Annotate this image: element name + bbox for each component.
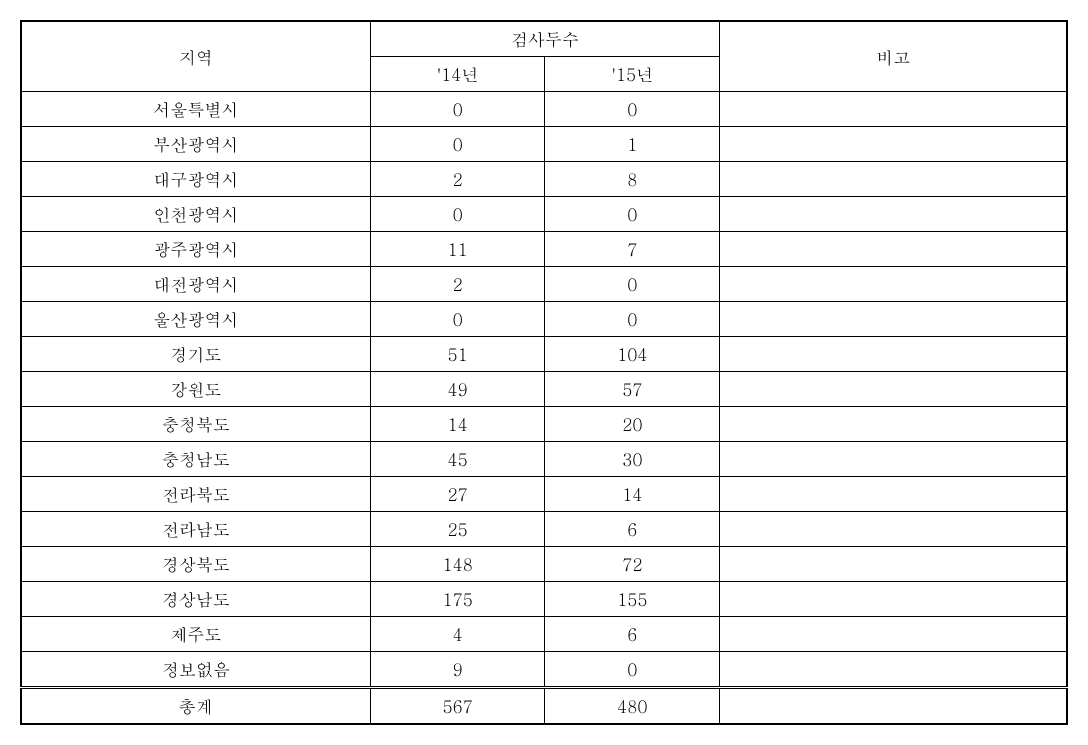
cell-region: 울산광역시 xyxy=(21,302,370,337)
cell-region: 대전광역시 xyxy=(21,267,370,302)
cell-total-year14: 567 xyxy=(370,688,545,725)
cell-year14: 0 xyxy=(370,197,545,232)
table-row: 대전광역시20 xyxy=(21,267,1067,302)
cell-note xyxy=(720,442,1067,477)
cell-region: 서울특별시 xyxy=(21,92,370,127)
header-region: 지역 xyxy=(21,21,370,92)
inspection-table-container: 지역 검사두수 비고 '14년 '15년 서울특별시00부산광역시01대구광역시… xyxy=(20,20,1068,725)
cell-year15: 0 xyxy=(545,267,720,302)
cell-note xyxy=(720,302,1067,337)
cell-note xyxy=(720,162,1067,197)
cell-year14: 25 xyxy=(370,512,545,547)
cell-year15: 6 xyxy=(545,512,720,547)
header-note: 비고 xyxy=(720,21,1067,92)
cell-note xyxy=(720,512,1067,547)
cell-region: 경기도 xyxy=(21,337,370,372)
cell-note xyxy=(720,407,1067,442)
cell-region: 제주도 xyxy=(21,617,370,652)
table-row: 서울특별시00 xyxy=(21,92,1067,127)
cell-region: 인천광역시 xyxy=(21,197,370,232)
cell-year14: 4 xyxy=(370,617,545,652)
table-row: 충청남도4530 xyxy=(21,442,1067,477)
cell-note xyxy=(720,372,1067,407)
cell-note xyxy=(720,337,1067,372)
cell-year14: 0 xyxy=(370,127,545,162)
cell-year14: 0 xyxy=(370,92,545,127)
cell-note xyxy=(720,92,1067,127)
cell-note xyxy=(720,232,1067,267)
table-row: 충청북도1420 xyxy=(21,407,1067,442)
cell-year14: 0 xyxy=(370,302,545,337)
cell-total-note xyxy=(720,688,1067,725)
inspection-table: 지역 검사두수 비고 '14년 '15년 서울특별시00부산광역시01대구광역시… xyxy=(20,20,1068,725)
cell-year15: 0 xyxy=(545,197,720,232)
cell-year14: 45 xyxy=(370,442,545,477)
cell-year15: 7 xyxy=(545,232,720,267)
cell-region: 전라북도 xyxy=(21,477,370,512)
table-row: 대구광역시28 xyxy=(21,162,1067,197)
cell-region: 광주광역시 xyxy=(21,232,370,267)
cell-region: 전라남도 xyxy=(21,512,370,547)
cell-year15: 30 xyxy=(545,442,720,477)
cell-year15: 72 xyxy=(545,547,720,582)
table-body: 서울특별시00부산광역시01대구광역시28인천광역시00광주광역시117대전광역… xyxy=(21,92,1067,725)
cell-year14: 9 xyxy=(370,652,545,688)
cell-note xyxy=(720,477,1067,512)
table-row: 강원도4957 xyxy=(21,372,1067,407)
cell-region: 대구광역시 xyxy=(21,162,370,197)
cell-region: 충청북도 xyxy=(21,407,370,442)
cell-note xyxy=(720,617,1067,652)
table-row: 경기도51104 xyxy=(21,337,1067,372)
table-header: 지역 검사두수 비고 '14년 '15년 xyxy=(21,21,1067,92)
cell-note xyxy=(720,582,1067,617)
cell-total-region: 총계 xyxy=(21,688,370,725)
cell-year15: 6 xyxy=(545,617,720,652)
cell-note xyxy=(720,267,1067,302)
table-row: 정보없음90 xyxy=(21,652,1067,688)
cell-year14: 2 xyxy=(370,267,545,302)
cell-year14: 148 xyxy=(370,547,545,582)
cell-year14: 49 xyxy=(370,372,545,407)
table-row: 전라남도256 xyxy=(21,512,1067,547)
table-row: 경상북도14872 xyxy=(21,547,1067,582)
cell-year15: 14 xyxy=(545,477,720,512)
table-row: 인천광역시00 xyxy=(21,197,1067,232)
cell-year14: 2 xyxy=(370,162,545,197)
cell-year15: 0 xyxy=(545,652,720,688)
cell-year15: 57 xyxy=(545,372,720,407)
table-row: 경상남도175155 xyxy=(21,582,1067,617)
table-row: 울산광역시00 xyxy=(21,302,1067,337)
cell-note xyxy=(720,652,1067,688)
cell-region: 경상남도 xyxy=(21,582,370,617)
cell-region: 충청남도 xyxy=(21,442,370,477)
cell-note xyxy=(720,197,1067,232)
cell-region: 부산광역시 xyxy=(21,127,370,162)
header-year15: '15년 xyxy=(545,57,720,92)
table-total-row: 총계567480 xyxy=(21,688,1067,725)
cell-total-year15: 480 xyxy=(545,688,720,725)
header-year14: '14년 xyxy=(370,57,545,92)
cell-year15: 0 xyxy=(545,92,720,127)
cell-year15: 8 xyxy=(545,162,720,197)
table-row: 제주도46 xyxy=(21,617,1067,652)
cell-region: 경상북도 xyxy=(21,547,370,582)
cell-year15: 20 xyxy=(545,407,720,442)
cell-year14: 11 xyxy=(370,232,545,267)
cell-year15: 155 xyxy=(545,582,720,617)
cell-region: 정보없음 xyxy=(21,652,370,688)
cell-year15: 0 xyxy=(545,302,720,337)
cell-year15: 1 xyxy=(545,127,720,162)
cell-year15: 104 xyxy=(545,337,720,372)
table-row: 광주광역시117 xyxy=(21,232,1067,267)
cell-note xyxy=(720,547,1067,582)
cell-region: 강원도 xyxy=(21,372,370,407)
table-row: 전라북도2714 xyxy=(21,477,1067,512)
cell-year14: 27 xyxy=(370,477,545,512)
cell-year14: 175 xyxy=(370,582,545,617)
header-inspection-count: 검사두수 xyxy=(370,21,719,57)
cell-year14: 14 xyxy=(370,407,545,442)
table-row: 부산광역시01 xyxy=(21,127,1067,162)
cell-year14: 51 xyxy=(370,337,545,372)
cell-note xyxy=(720,127,1067,162)
